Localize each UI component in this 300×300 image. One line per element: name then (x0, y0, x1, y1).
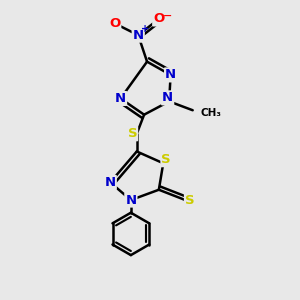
Text: +: + (141, 24, 149, 34)
Text: N: N (125, 194, 136, 207)
Text: S: S (128, 127, 137, 140)
Text: S: S (185, 194, 195, 207)
Text: N: N (162, 92, 173, 104)
Text: CH₃: CH₃ (201, 108, 222, 118)
Text: N: N (165, 68, 176, 81)
Text: O: O (153, 13, 164, 26)
Text: N: N (115, 92, 126, 105)
Text: S: S (161, 153, 171, 166)
Text: N: N (133, 29, 144, 42)
Text: O: O (109, 17, 120, 30)
Text: −: − (162, 11, 172, 21)
Text: N: N (105, 176, 116, 189)
